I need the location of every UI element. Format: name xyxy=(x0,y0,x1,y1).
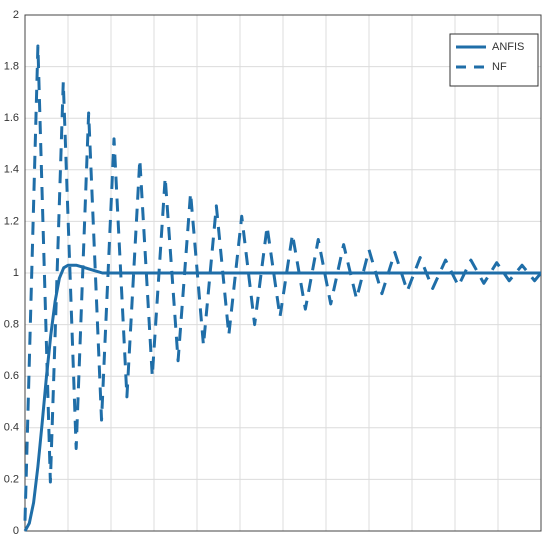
y-tick-label: 1.2 xyxy=(4,215,19,227)
y-tick-label: 0 xyxy=(13,525,19,537)
y-tick-label: 0.2 xyxy=(4,473,19,485)
legend-label: NF xyxy=(492,61,507,73)
legend-label: ANFIS xyxy=(492,41,524,53)
series-line xyxy=(23,263,541,532)
y-tick-label: 1.8 xyxy=(4,61,19,73)
y-tick-label: 0.8 xyxy=(4,319,19,331)
y-tick-label: 0.4 xyxy=(4,422,19,434)
legend-box xyxy=(449,33,539,87)
y-tick-label: 1.6 xyxy=(4,112,19,124)
series-line xyxy=(23,44,543,521)
y-tick-label: 1 xyxy=(13,267,19,279)
y-tick-label: 0.6 xyxy=(4,370,19,382)
y-tick-label: 1.4 xyxy=(4,164,19,176)
y-tick-label: 2 xyxy=(13,9,19,21)
